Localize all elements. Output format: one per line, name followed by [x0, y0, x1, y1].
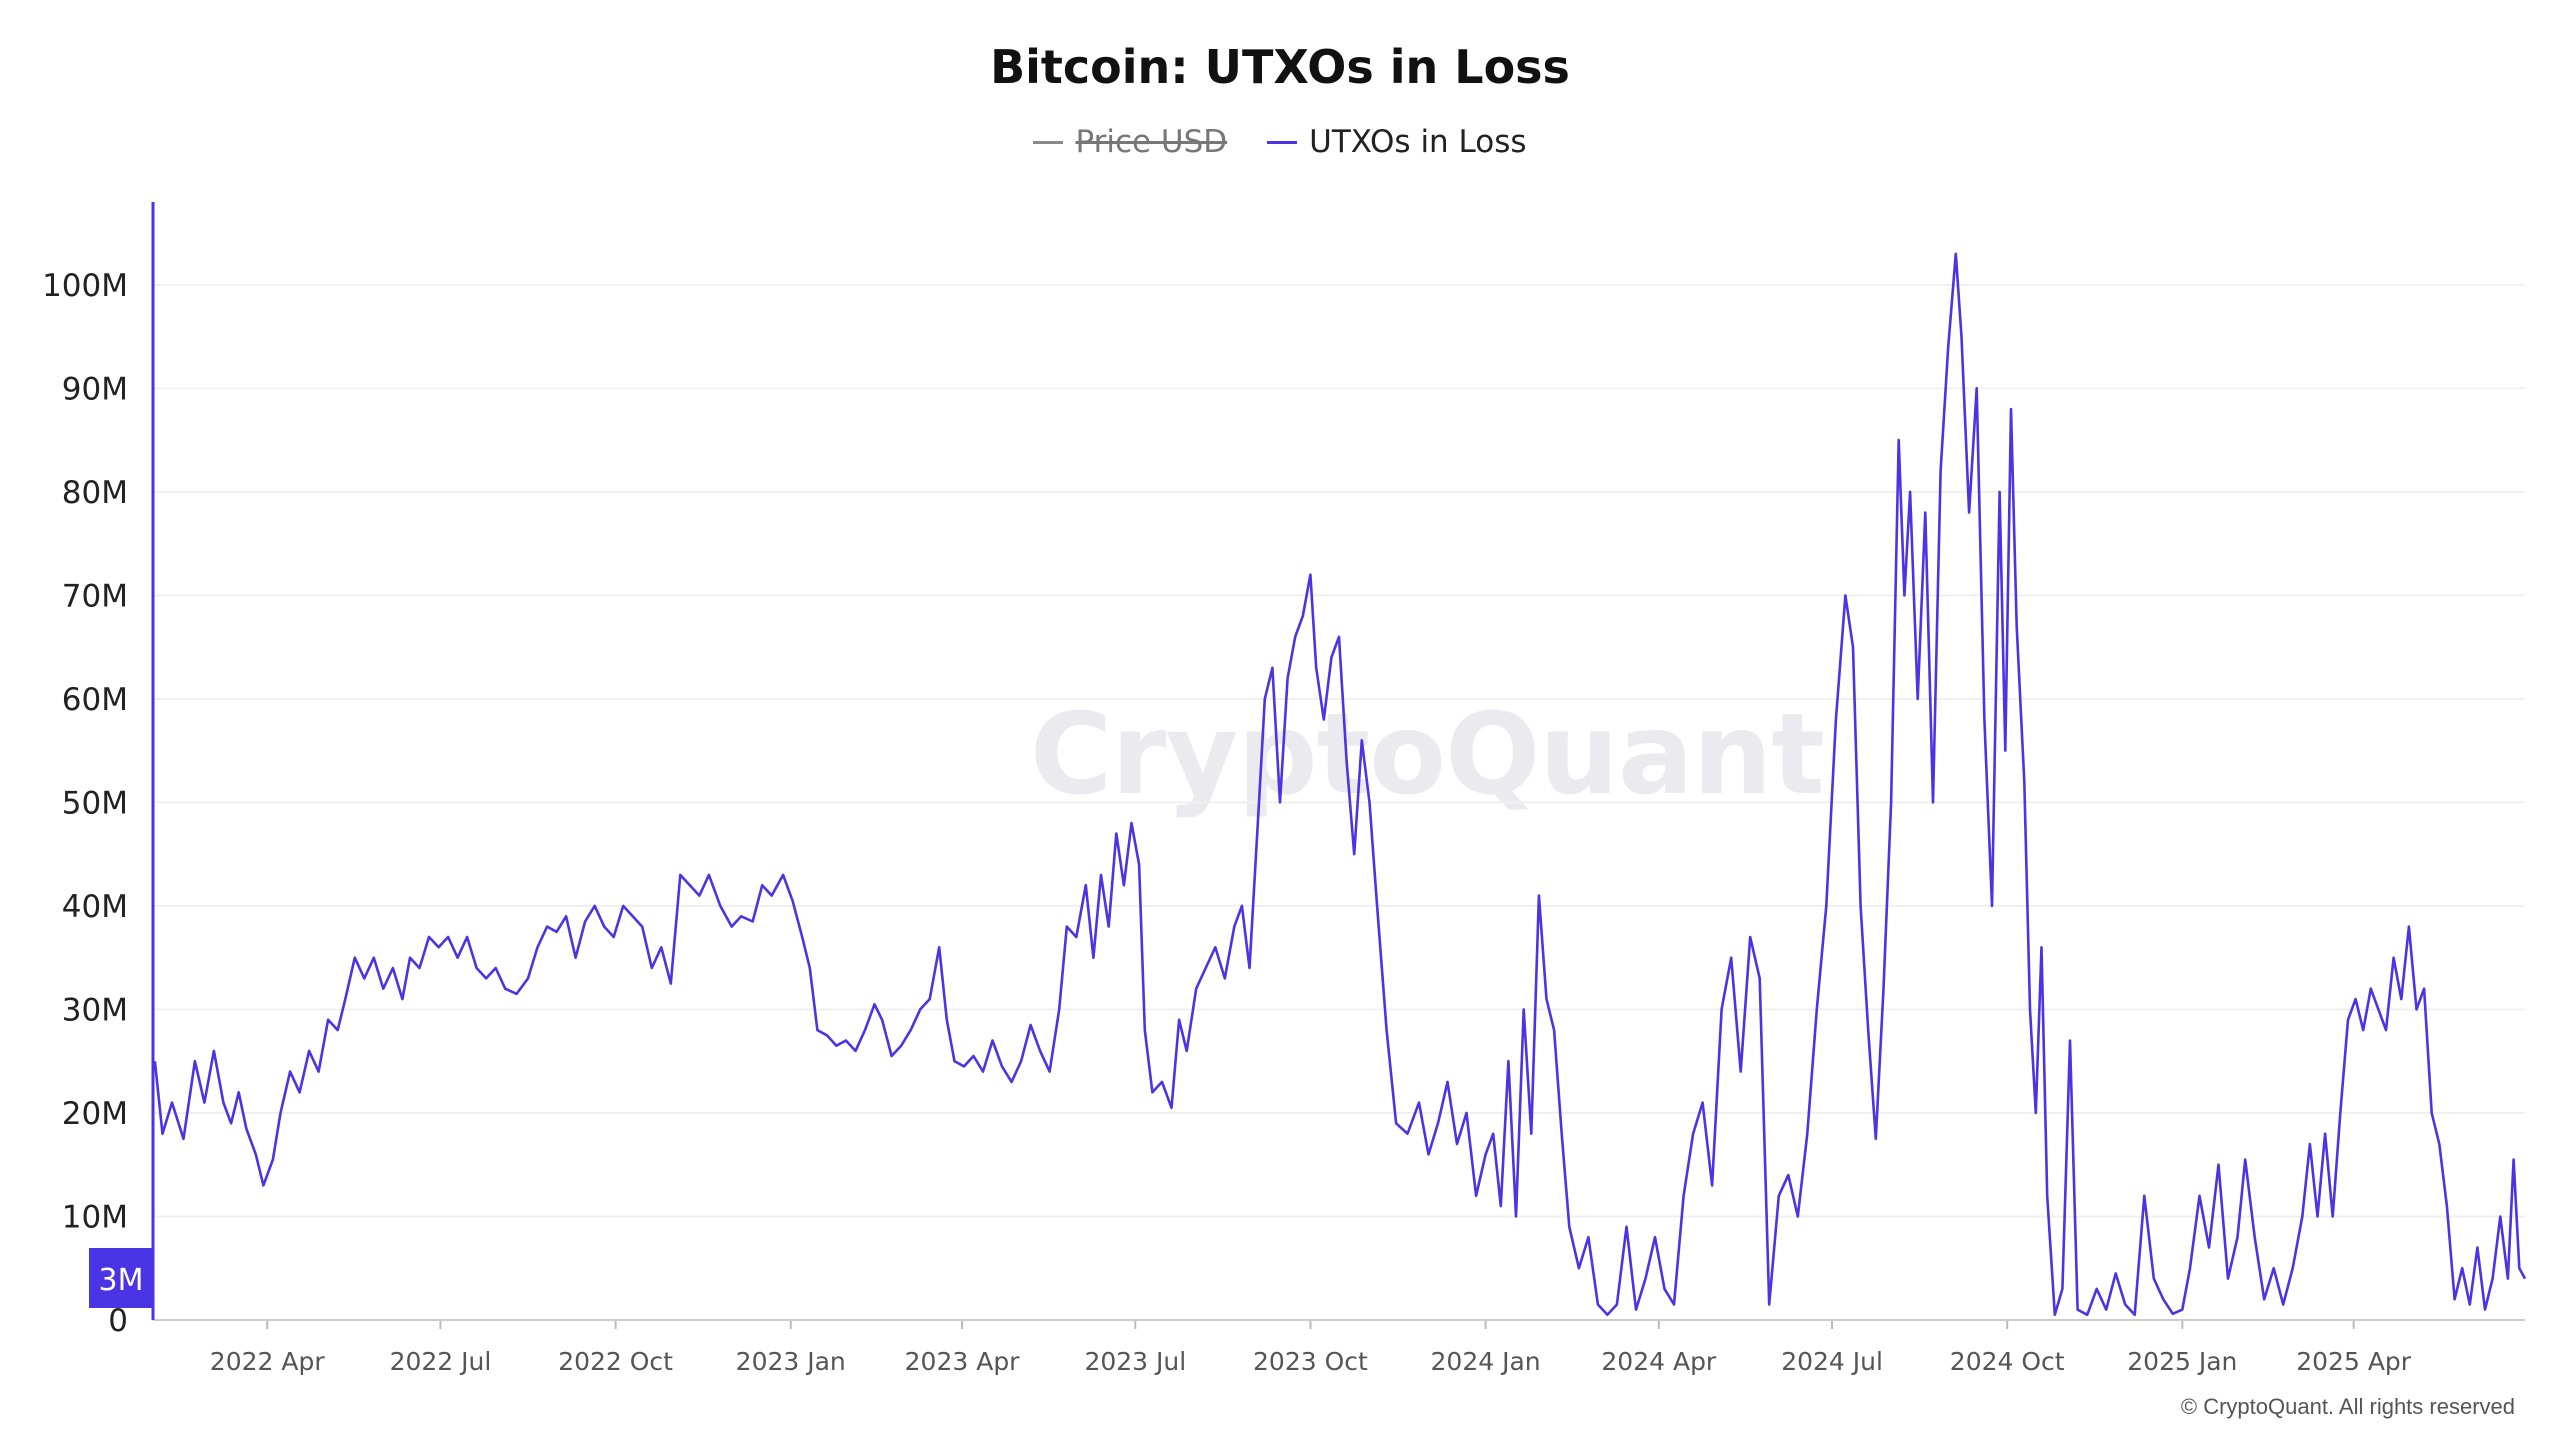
y-tick-label: 20M	[62, 1096, 128, 1132]
watermark: CryptoQuant	[1030, 690, 1825, 820]
x-axis-ticks: 2022 Apr 2022 Jul 2022 Oct 2023 Jan 2023 Apr…	[210, 1320, 2412, 1376]
x-tick-label: 2023 Apr	[905, 1347, 1021, 1376]
copyright: © CryptoQuant. All rights reserved	[2180, 1394, 2515, 1419]
x-tick-label: 2023 Jul	[1084, 1347, 1186, 1376]
y-cursor-badge-label: 3M	[99, 1263, 144, 1298]
y-cursor-badge: 3M	[89, 1248, 153, 1308]
x-tick-label: 2024 Apr	[1601, 1347, 1717, 1376]
chart-title: Bitcoin: UTXOs in Loss	[990, 40, 1570, 94]
y-tick-label: 60M	[62, 682, 128, 718]
x-tick-label: 2024 Oct	[1950, 1347, 2065, 1376]
legend-swatch-utxo	[1267, 140, 1298, 144]
legend-item-utxo[interactable]: UTXOs in Loss	[1267, 124, 1527, 160]
legend-item-price[interactable]: Price USD	[1033, 124, 1227, 160]
grid-lines	[153, 283, 2525, 1218]
y-tick-label: 40M	[62, 889, 128, 925]
y-tick-label: 50M	[62, 785, 128, 821]
x-tick-label: 2024 Jul	[1781, 1347, 1883, 1376]
x-tick-label: 2023 Oct	[1253, 1347, 1368, 1376]
legend-label-utxo: UTXOs in Loss	[1309, 124, 1527, 160]
legend-swatch-price	[1033, 140, 1064, 144]
y-cursor-badge-bg	[89, 1248, 153, 1308]
x-tick-label: 2024 Jan	[1431, 1347, 1541, 1376]
x-tick-label: 2025 Apr	[2296, 1347, 2412, 1376]
y-tick-label: 70M	[62, 578, 128, 614]
utxos-in-loss-line	[153, 252, 2527, 1317]
y-axis-ticks: 0 10M 20M 30M 40M 50M 60M 70M 80M 90M 100M	[42, 268, 128, 1339]
y-tick-label: 10M	[62, 1199, 128, 1235]
x-tick-label: 2023 Jan	[736, 1347, 846, 1376]
y-tick-label: 90M	[62, 371, 128, 407]
x-tick-label: 2025 Jan	[2127, 1347, 2237, 1376]
y-tick-label: 100M	[42, 268, 128, 304]
x-tick-label: 2022 Oct	[558, 1347, 673, 1376]
legend-label-price: Price USD	[1075, 124, 1228, 160]
y-tick-label: 30M	[62, 992, 128, 1028]
legend: Price USD UTXOs in Loss	[0, 124, 2560, 160]
y-tick-label: 0	[108, 1303, 128, 1339]
x-tick-label: 2022 Jul	[390, 1347, 492, 1376]
y-tick-label: 80M	[62, 475, 128, 511]
x-tick-label: 2022 Apr	[210, 1347, 326, 1376]
